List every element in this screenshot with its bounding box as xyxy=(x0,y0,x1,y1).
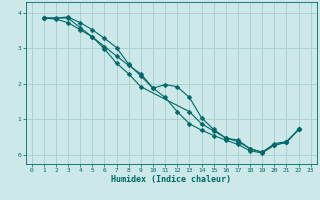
X-axis label: Humidex (Indice chaleur): Humidex (Indice chaleur) xyxy=(111,175,231,184)
